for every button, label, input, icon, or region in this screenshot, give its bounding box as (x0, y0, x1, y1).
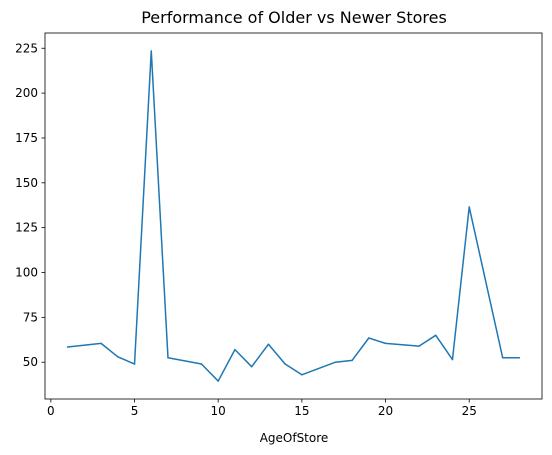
data-point (217, 380, 219, 382)
y-axis-ticks: 50 75 100 125 150 175 200 225 (15, 41, 45, 369)
plot-frame (44, 32, 543, 400)
data-point (334, 361, 337, 363)
data-point (117, 356, 119, 358)
x-tick-label: 15 (294, 404, 309, 418)
y-tick-label: 175 (15, 131, 38, 145)
data-point (200, 363, 203, 365)
x-tick-label: 20 (378, 404, 393, 418)
x-tick-label: 25 (462, 404, 477, 418)
data-point (267, 343, 270, 346)
y-tick-label: 100 (15, 266, 38, 280)
x-tick-label: 10 (211, 404, 226, 418)
x-tick-label: 0 (47, 404, 55, 418)
x-axis-label: AgeOfStore (260, 431, 329, 445)
data-point (468, 206, 470, 208)
data-point (418, 345, 420, 347)
y-tick-label: 200 (15, 86, 38, 100)
data-point (100, 342, 102, 345)
data-point (234, 348, 236, 351)
y-tick-label: 225 (15, 41, 38, 55)
data-point (133, 363, 136, 365)
data-point (384, 342, 387, 345)
y-tick-label: 50 (23, 355, 38, 369)
data-point (167, 356, 169, 359)
data-point (518, 356, 521, 359)
plot-area (66, 50, 521, 382)
data-point (351, 359, 353, 362)
data-point (284, 363, 286, 365)
y-tick-label: 125 (15, 221, 38, 235)
data-point (501, 356, 504, 359)
x-axis-ticks: 0 5 10 15 20 25 (47, 399, 477, 418)
series-line (67, 50, 520, 382)
y-tick-label: 150 (15, 176, 38, 190)
data-point (301, 374, 303, 376)
data-point (150, 50, 153, 52)
data-point (66, 346, 69, 348)
data-point (434, 334, 437, 337)
data-point (250, 365, 253, 368)
x-tick-label: 5 (131, 404, 139, 418)
y-tick-label: 75 (23, 310, 38, 324)
data-point (451, 358, 454, 361)
data-point (368, 337, 370, 339)
chart-title: Performance of Older vs Newer Stores (141, 8, 447, 27)
